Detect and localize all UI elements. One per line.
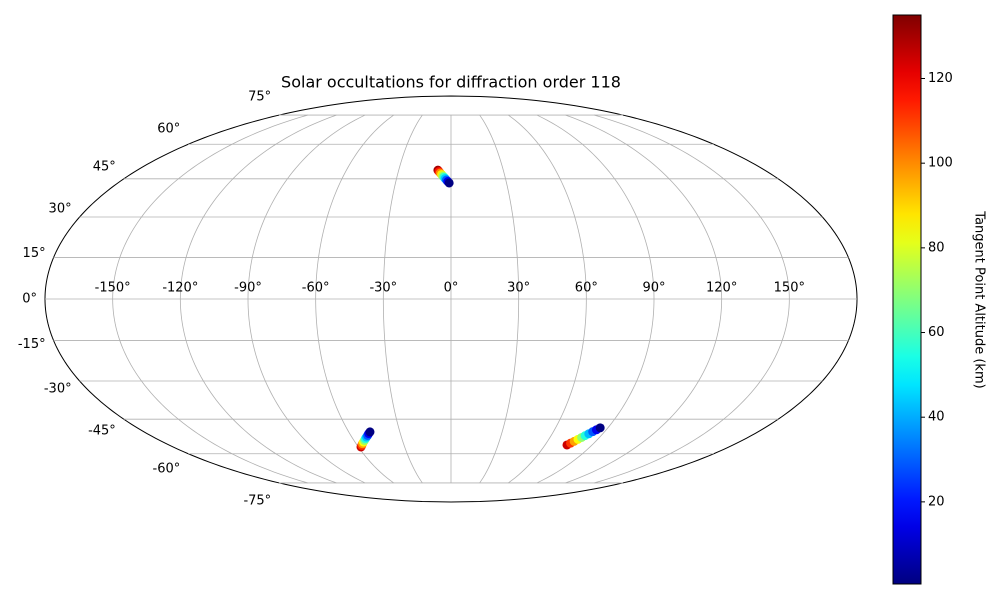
x-tick-label: 150° (774, 281, 805, 296)
colorbar-tick-label: 80 (928, 240, 945, 255)
x-tick-label: 120° (706, 281, 737, 296)
y-tick-label: -30° (44, 382, 72, 397)
grid-line (112, 114, 308, 484)
x-tick-label: 90° (642, 281, 665, 296)
grid-line (315, 114, 394, 484)
y-tick-label: 60° (157, 121, 180, 136)
grid-line (508, 114, 587, 484)
y-tick-label: -45° (88, 424, 116, 439)
x-tick-label: -30° (369, 281, 397, 296)
y-tick-label: -75° (243, 494, 271, 509)
grid-line (382, 114, 423, 484)
colorbar-tick-label: 20 (928, 494, 945, 509)
y-tick-label: -15° (18, 337, 46, 352)
colorbar-tick-label: 40 (928, 410, 945, 425)
grid-line (479, 114, 520, 484)
grid-line (247, 114, 366, 484)
colorbar (892, 14, 922, 585)
y-tick-label: 30° (49, 201, 72, 216)
chart-title: Solar occultations for diffraction order… (281, 73, 621, 92)
data-point (595, 423, 605, 433)
x-tick-label: -120° (162, 281, 198, 296)
y-tick-label: 15° (23, 246, 46, 261)
x-tick-label: -60° (302, 281, 330, 296)
x-tick-label: -90° (234, 281, 262, 296)
y-tick-label: 75° (248, 89, 271, 104)
y-tick-label: -60° (153, 462, 181, 477)
data-point (444, 178, 454, 188)
x-tick-label: 60° (575, 281, 598, 296)
colorbar-tick-label: 60 (928, 325, 945, 340)
x-tick-label: 30° (507, 281, 530, 296)
grid-line (565, 114, 723, 484)
data-point (365, 427, 375, 437)
y-tick-label: 45° (93, 159, 116, 174)
grid-line (536, 114, 655, 484)
colorbar-tick-label: 120 (928, 71, 953, 86)
colorbar-tick-label: 100 (928, 156, 953, 171)
colorbar-label: Tangent Point Altitude (km) (972, 210, 987, 388)
x-tick-label: 0° (444, 281, 459, 296)
x-tick-label: -150° (95, 281, 131, 296)
grid-line (594, 114, 790, 484)
y-tick-label: 0° (22, 292, 37, 307)
grid-line (179, 114, 337, 484)
